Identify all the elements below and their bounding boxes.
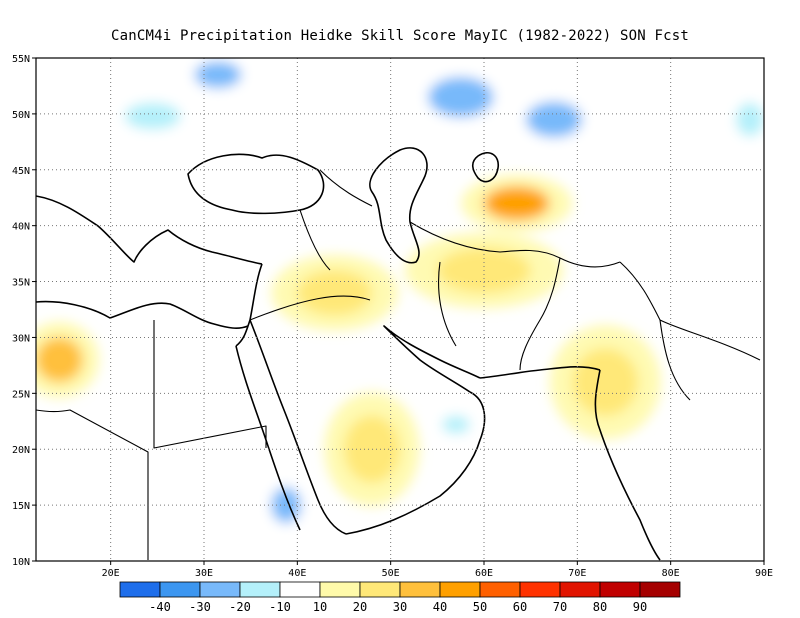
axis-ticks: 20E 30E 40E 50E 60E 70E 80E 90E 55N 50N 45N 40N 35N 3… (12, 54, 773, 579)
aral-sea-coastline (471, 152, 500, 183)
colorbar-swatch (559, 581, 601, 598)
southern-europe-coastline (36, 195, 263, 265)
colorbar-swatch (399, 581, 441, 598)
map-frame (35, 57, 765, 562)
caspian-sea-coastline (369, 147, 428, 264)
country-borders (36, 169, 761, 560)
colorbar-swatch (239, 581, 281, 598)
colorbar-label: 30 (393, 600, 407, 614)
colorbar-swatch (439, 581, 481, 598)
blue-anomaly-oman (442, 415, 470, 434)
lat-tick-label: 10N (12, 557, 30, 568)
lon-tick-label: 20E (102, 568, 120, 579)
colorbar-label: 60 (513, 600, 527, 614)
blue-anomaly-ukraine (124, 102, 181, 130)
lat-tick-label: 45N (12, 166, 30, 177)
colorbar-swatch (359, 581, 401, 598)
colorbar-label: 90 (633, 600, 647, 614)
persian-gulf-coastline (383, 325, 481, 393)
colorbar-label: 40 (433, 600, 447, 614)
orange-anomaly-aral (484, 186, 550, 221)
lon-tick-label: 80E (662, 568, 680, 579)
lon-tick-label: 60E (475, 568, 493, 579)
colorbar-swatch (599, 581, 641, 598)
lat-tick-label: 15N (12, 501, 30, 512)
lat-tick-label: 40N (12, 222, 30, 233)
india-west-coastline (594, 369, 661, 561)
lat-tick-label: 50N (12, 110, 30, 121)
blue-anomaly-kazakh (526, 101, 582, 138)
colorbar-swatch (319, 581, 361, 598)
iran-coastline (479, 366, 601, 379)
black-sea-coastline (187, 153, 325, 215)
arabia-south-coastline (345, 391, 486, 535)
lon-tick-label: 50E (382, 568, 400, 579)
blue-anomaly-north-black-sea (194, 61, 242, 89)
colorbar-label: 80 (593, 600, 607, 614)
lat-tick-label: 55N (12, 54, 30, 65)
lat-tick-label: 25N (12, 389, 30, 400)
colorbar-label: 20 (353, 600, 367, 614)
colorbar-swatch (479, 581, 521, 598)
blue-anomaly-far-east (736, 102, 764, 137)
colorbar-label: 10 (313, 600, 327, 614)
colorbar-swatch (279, 581, 321, 598)
orange-anomaly-libya (36, 337, 83, 383)
colorbar-label: -10 (269, 600, 291, 614)
lat-tick-label: 20N (12, 445, 30, 456)
lon-tick-label: 30E (195, 568, 213, 579)
lat-tick-label: 35N (12, 278, 30, 289)
blue-anomaly-north-caspian (428, 77, 494, 118)
levant-coastline (235, 263, 263, 347)
north-africa-coastline (36, 300, 249, 329)
colorbar-label: -40 (149, 600, 171, 614)
grid-lines (36, 58, 764, 561)
skill-shading-layer (36, 58, 764, 536)
colorbar-swatch (519, 581, 561, 598)
orange-anomaly-iraq (297, 270, 372, 316)
lon-tick-label: 90E (755, 568, 773, 579)
lat-tick-label: 30N (12, 333, 30, 344)
chart-title: CanCM4i Precipitation Heidke Skill Score… (110, 28, 690, 44)
colorbar-swatch (119, 581, 161, 598)
lon-tick-label: 70E (568, 568, 586, 579)
colorbar-swatch (639, 581, 681, 598)
colorbar-label: 70 (553, 600, 567, 614)
colorbar-swatch (199, 581, 241, 598)
lon-tick-label: 40E (288, 568, 306, 579)
colorbar-label: 50 (473, 600, 487, 614)
colorbar-label: -30 (189, 600, 211, 614)
colorbar-label: -20 (229, 600, 251, 614)
coastline-layer (36, 147, 761, 561)
orange-anomaly-india (572, 348, 638, 416)
colorbar-swatch (159, 581, 201, 598)
colorbar: -40 -30 -20 -10 10 20 30 40 50 60 70 80 90 (119, 581, 681, 614)
